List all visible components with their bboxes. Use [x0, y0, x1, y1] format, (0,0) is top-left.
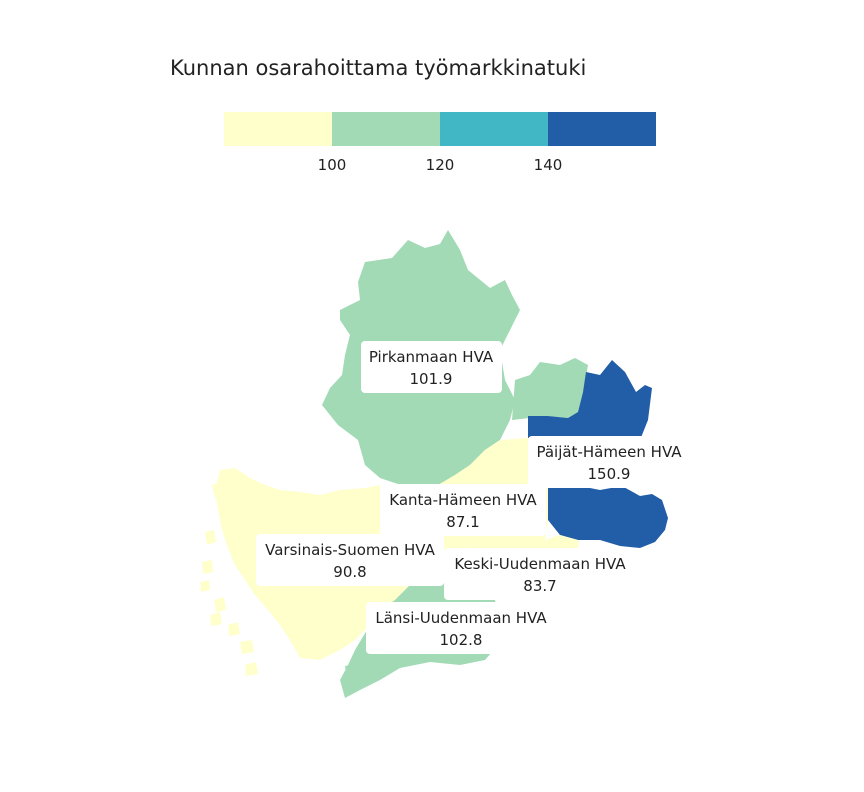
label-value-kanta-hame: 87.1 — [446, 513, 479, 531]
label-lansi-uusimaa: Länsi-Uudenmaan HVA 102.8 — [366, 602, 556, 654]
island-lansi-uusimaa-1 — [345, 664, 360, 678]
label-box-varsinais-suomi — [256, 534, 444, 586]
label-name-pirkanmaa: Pirkanmaan HVA — [369, 348, 494, 366]
label-name-paijat-hame: Päijät-Hämeen HVA — [536, 443, 682, 461]
label-box-pirkanmaa — [361, 341, 502, 393]
region-paijat-hame[interactable] — [528, 360, 652, 455]
label-name-keski-uusimaa: Keski-Uudenmaan HVA — [454, 555, 626, 573]
legend-tick-120: 120 — [426, 156, 455, 174]
island-varsinais-6 — [210, 612, 222, 626]
island-varsinais-7 — [228, 622, 240, 636]
legend-bin-0 — [224, 112, 332, 146]
island-varsinais-10 — [296, 622, 330, 652]
label-value-keski-uusimaa: 83.7 — [523, 577, 556, 595]
label-varsinais-suomi: Varsinais-Suomen HVA 90.8 — [256, 534, 444, 586]
legend-bin-1 — [332, 112, 440, 146]
label-name-lansi-uusimaa: Länsi-Uudenmaan HVA — [375, 609, 547, 627]
label-value-pirkanmaa: 101.9 — [410, 370, 453, 388]
color-legend: 100 120 140 — [224, 112, 656, 174]
label-keski-uusimaa: Keski-Uudenmaan HVA 83.7 — [444, 548, 636, 600]
label-pirkanmaa: Pirkanmaan HVA 101.9 — [361, 341, 502, 393]
region-pirkanmaa-east[interactable] — [512, 358, 588, 420]
island-varsinais-8 — [240, 640, 254, 654]
label-value-lansi-uusimaa: 102.8 — [440, 631, 483, 649]
label-value-paijat-hame: 150.9 — [588, 465, 631, 483]
label-box-paijat-hame — [528, 436, 690, 488]
island-varsinais-5 — [214, 597, 226, 612]
legend-tick-140: 140 — [534, 156, 563, 174]
label-box-keski-uusimaa — [444, 548, 636, 600]
region-paijat-hame-south[interactable] — [548, 485, 668, 548]
island-varsinais-4 — [200, 580, 210, 592]
label-paijat-hame: Päijät-Hämeen HVA 150.9 — [528, 436, 690, 488]
island-varsinais-1 — [212, 482, 226, 498]
label-box-kanta-hame — [380, 484, 546, 536]
island-varsinais-3 — [202, 560, 213, 574]
map-title: Kunnan osarahoittama työmarkkinatuki — [170, 56, 587, 80]
label-box-lansi-uusimaa — [366, 602, 556, 654]
label-name-varsinais-suomi: Varsinais-Suomen HVA — [265, 541, 435, 559]
island-varsinais-2 — [205, 530, 216, 545]
legend-bin-2 — [440, 112, 548, 146]
label-name-kanta-hame: Kanta-Hämeen HVA — [389, 491, 537, 509]
legend-tick-100: 100 — [318, 156, 347, 174]
island-varsinais-9 — [245, 662, 258, 676]
legend-bin-3 — [548, 112, 656, 146]
label-kanta-hame: Kanta-Hämeen HVA 87.1 — [380, 484, 546, 536]
label-value-varsinais-suomi: 90.8 — [333, 563, 366, 581]
